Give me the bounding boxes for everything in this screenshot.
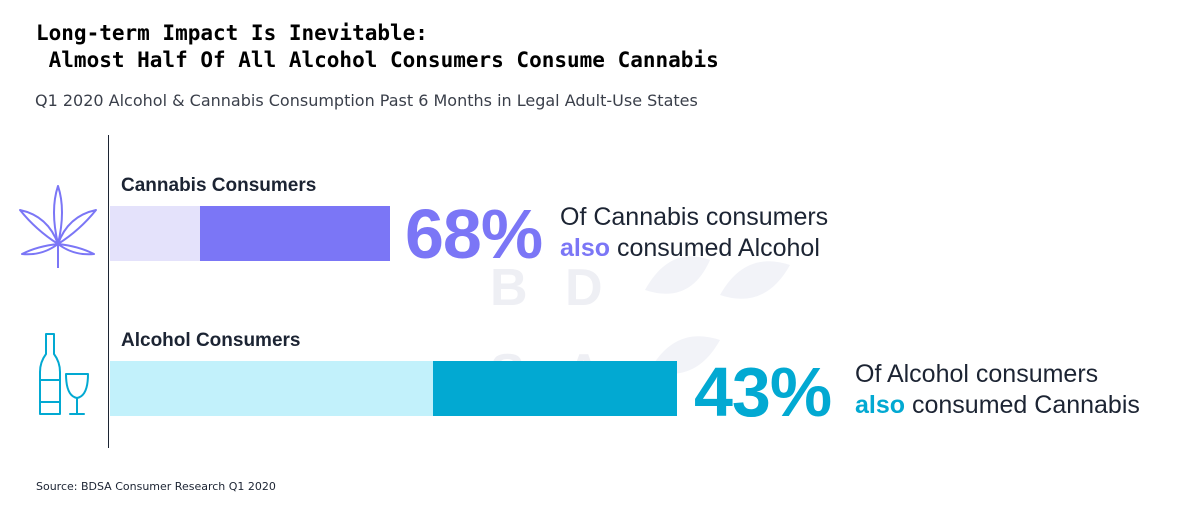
bar-track-alcohol — [110, 361, 677, 416]
title-line-2: Almost Half Of All Alcohol Consumers Con… — [36, 48, 719, 72]
bar-track-cannabis — [110, 206, 390, 261]
annotation-cannabis-highlight: also — [560, 234, 611, 262]
cannabis-leaf-icon — [19, 185, 97, 268]
annotation-alcohol: Of Alcohol consumers also consumed Canna… — [855, 359, 1140, 421]
annotation-alcohol-line2: also consumed Cannabis — [855, 390, 1140, 421]
value-label-alcohol: 43% — [694, 353, 832, 431]
bar-cannabis — [199, 206, 390, 261]
watermark-leaf-1 — [645, 256, 710, 294]
watermark-letter-d: D — [565, 259, 603, 317]
annotation-alcohol-highlight: also — [855, 391, 906, 419]
annotation-alcohol-line1: Of Alcohol consumers — [855, 360, 1099, 388]
chart-axis-line — [108, 135, 109, 448]
row-label-cannabis: Cannabis Consumers — [121, 175, 317, 196]
value-label-cannabis: 68% — [405, 195, 543, 273]
annotation-cannabis: Of Cannabis consumers also consumed Alco… — [560, 202, 828, 264]
watermark-leaf-2 — [720, 261, 790, 299]
watermark-letter-b: B — [490, 259, 528, 317]
annotation-alcohol-rest: consumed Cannabis — [905, 391, 1140, 419]
annotation-cannabis-line1: Of Cannabis consumers — [560, 203, 829, 231]
chart-title: Long-term Impact Is Inevitable: Almost H… — [36, 20, 1136, 74]
annotation-cannabis-line2: also consumed Alcohol — [560, 233, 828, 264]
chart-subtitle: Q1 2020 Alcohol & Cannabis Consumption P… — [35, 91, 698, 110]
bar-alcohol — [433, 361, 677, 416]
source-note: Source: BDSA Consumer Research Q1 2020 — [36, 480, 276, 493]
row-label-alcohol: Alcohol Consumers — [121, 330, 301, 351]
title-line-1: Long-term Impact Is Inevitable: — [36, 21, 428, 45]
wine-bottle-glass-icon — [39, 333, 89, 415]
annotation-cannabis-rest: consumed Alcohol — [610, 234, 820, 262]
